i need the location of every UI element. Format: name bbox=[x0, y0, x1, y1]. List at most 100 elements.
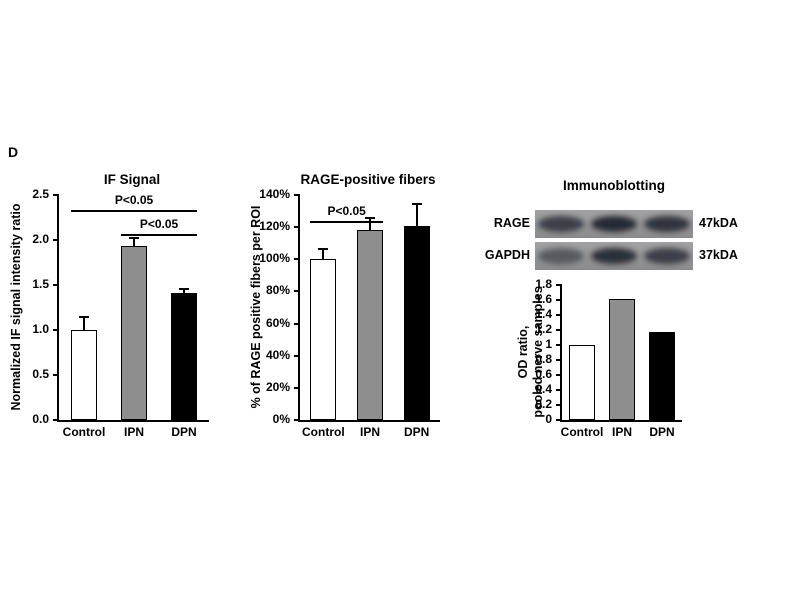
bar-control bbox=[569, 345, 595, 420]
y-tick-mark bbox=[53, 419, 59, 421]
y-axis-label: % of RAGE positive fibers per ROI bbox=[249, 205, 263, 409]
error-bar-line bbox=[369, 219, 371, 231]
bar-ipn bbox=[357, 230, 383, 420]
blot-weight-rage: 47kDA bbox=[699, 216, 738, 230]
y-tick-label: 0% bbox=[272, 412, 290, 426]
y-tick-mark bbox=[556, 284, 562, 286]
error-bar-line bbox=[322, 249, 325, 260]
error-bar-line bbox=[183, 290, 185, 294]
y-tick-mark bbox=[556, 419, 562, 421]
western-blot-strip-rage bbox=[535, 210, 693, 238]
significance-label: P<0.05 bbox=[327, 203, 366, 218]
blot-band bbox=[643, 216, 690, 232]
y-tick-mark bbox=[53, 239, 59, 241]
error-bar-cap bbox=[318, 247, 329, 250]
y-tick-mark bbox=[53, 194, 59, 196]
x-tick-label: IPN bbox=[123, 425, 144, 439]
chart-title: Immunoblotting bbox=[563, 178, 665, 193]
x-tick-label: Control bbox=[302, 425, 345, 439]
y-tick-label: 0 bbox=[545, 412, 552, 426]
plot-area: 0 0.2 0.4 0.6 0.8 1 1.2 1.4 1.6 1.8 Control IPN DPN bbox=[535, 277, 682, 439]
y-tick-label: 0.0 bbox=[32, 412, 49, 426]
y-tick-label: 100% bbox=[259, 251, 290, 266]
blot-band bbox=[591, 248, 637, 264]
y-tick-label: 2.5 bbox=[32, 187, 49, 201]
y-tick-mark bbox=[294, 419, 300, 421]
y-tick-label: 1.8 bbox=[535, 277, 552, 291]
bar-control bbox=[310, 259, 337, 420]
y-tick-label: 1.6 bbox=[535, 292, 552, 306]
y-tick-label: 20% bbox=[265, 379, 290, 394]
y-tick-label: 0.4 bbox=[535, 382, 552, 396]
blot-band bbox=[591, 216, 637, 232]
error-bar-cap bbox=[179, 288, 189, 291]
x-tick-label: DPN bbox=[649, 425, 675, 439]
chart-if-signal: IF Signal Normalized IF signal intensity… bbox=[9, 170, 240, 470]
error-bar-cap bbox=[129, 237, 139, 240]
blot-band bbox=[643, 248, 690, 264]
significance-label: P<0.05 bbox=[139, 216, 179, 231]
y-tick-label: 140% bbox=[259, 187, 290, 201]
y-tick-mark bbox=[294, 322, 300, 325]
y-tick-label: 1 bbox=[545, 337, 552, 351]
y-tick-mark bbox=[294, 194, 300, 196]
bar-dpn bbox=[403, 225, 430, 420]
x-tick-label: Control bbox=[560, 425, 604, 439]
y-tick-label: 1.5 bbox=[32, 277, 49, 291]
blot-label-gapdh: GAPDH bbox=[484, 248, 530, 262]
error-bar-cap bbox=[79, 316, 89, 319]
y-tick-mark bbox=[294, 354, 300, 357]
y-tick-label: 80% bbox=[265, 283, 290, 298]
blot-band bbox=[538, 216, 585, 232]
x-tick-label: IPN bbox=[611, 425, 632, 439]
x-tick-label: DPN bbox=[403, 425, 430, 439]
plot-area: 0.0 0.5 1.0 1.5 2.0 2.5 Control IPN DPN P<0.05 P<0… bbox=[32, 187, 209, 439]
y-tick-mark bbox=[294, 290, 300, 293]
y-tick-mark bbox=[556, 389, 562, 391]
y-tick-mark bbox=[556, 314, 562, 316]
x-tick-label: Control bbox=[62, 425, 106, 439]
y-tick-label: 2.0 bbox=[32, 232, 49, 246]
y-tick-label: 1.0 bbox=[32, 322, 49, 336]
chart-title: IF Signal bbox=[103, 172, 161, 187]
chart-rage-positive-fibers: RAGE-positive fibers % of RAGE positive … bbox=[240, 170, 455, 470]
y-tick-mark bbox=[556, 344, 562, 346]
y-tick-mark bbox=[53, 374, 59, 376]
y-tick-label: 60% bbox=[265, 315, 290, 330]
y-tick-mark bbox=[556, 359, 562, 361]
y-tick-label: 0.8 bbox=[535, 352, 552, 366]
y-tick-label: 0.5 bbox=[32, 367, 49, 381]
bar-control bbox=[71, 330, 97, 420]
error-bar-cap bbox=[365, 217, 375, 220]
panel-label: D bbox=[8, 144, 19, 160]
y-tick-mark bbox=[556, 329, 562, 331]
error-bar-line bbox=[415, 204, 418, 226]
y-tick-mark bbox=[294, 258, 300, 261]
blot-band bbox=[538, 248, 585, 264]
error-bar-line bbox=[83, 318, 85, 330]
significance-line bbox=[310, 220, 383, 223]
y-axis-label: Normalized IF signal intensity ratio bbox=[9, 203, 23, 411]
y-tick-label: 1.2 bbox=[535, 322, 552, 336]
western-blot-strip-gapdh bbox=[535, 242, 693, 270]
plot-area: 0% 20% 40% 60% 80% 100% 120% 140% Control IPN DPN P… bbox=[259, 187, 440, 439]
blot-weight-gapdh: 37kDA bbox=[699, 248, 738, 262]
blot-label-rage: RAGE bbox=[493, 216, 530, 230]
y-tick-mark bbox=[556, 299, 562, 301]
chart-title: RAGE-positive fibers bbox=[300, 172, 436, 187]
significance-label: P<0.05 bbox=[114, 193, 154, 208]
error-bar-line bbox=[133, 239, 135, 247]
significance-line bbox=[121, 233, 197, 236]
bar-dpn bbox=[171, 293, 197, 420]
significance-line bbox=[71, 210, 197, 213]
y-tick-mark bbox=[556, 374, 562, 376]
y-tick-label: 0.2 bbox=[535, 397, 552, 411]
error-bar-cap bbox=[411, 202, 422, 205]
y-tick-mark bbox=[294, 386, 300, 389]
y-tick-mark bbox=[53, 329, 59, 331]
y-tick-label: 0.6 bbox=[535, 367, 552, 381]
y-tick-mark bbox=[294, 226, 300, 229]
bar-dpn bbox=[649, 332, 675, 420]
y-tick-label: 40% bbox=[265, 347, 290, 362]
